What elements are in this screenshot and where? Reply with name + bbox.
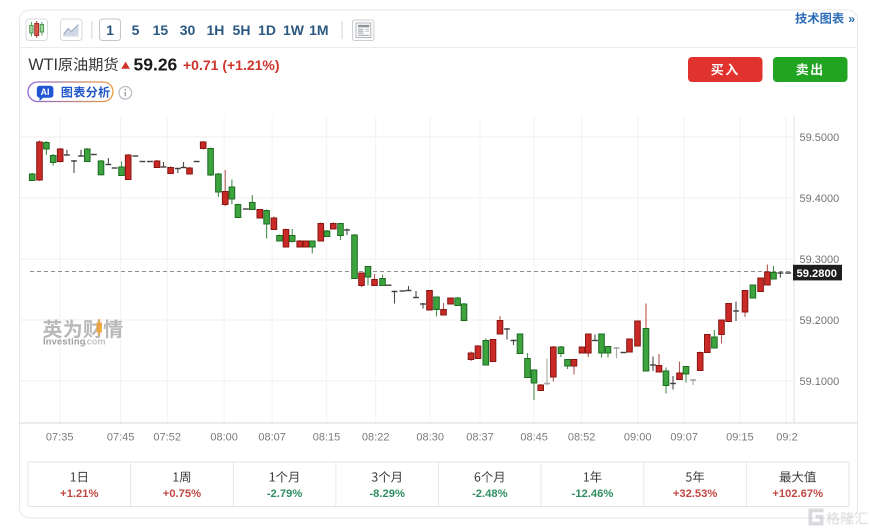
- svg-text:+1.21%: +1.21%: [60, 488, 98, 500]
- svg-text:-2.48%: -2.48%: [472, 488, 507, 500]
- svg-text:-8.29%: -8.29%: [369, 488, 404, 500]
- svg-text:07:52: 07:52: [153, 432, 181, 444]
- svg-text:59.2000: 59.2000: [800, 315, 840, 327]
- svg-text:08:22: 08:22: [362, 432, 390, 444]
- svg-text:59.26: 59.26: [134, 55, 178, 75]
- svg-text:08:52: 08:52: [568, 432, 596, 444]
- svg-text:+0.75%: +0.75%: [163, 488, 201, 500]
- svg-text:08:00: 08:00: [210, 432, 238, 444]
- svg-text:1M: 1M: [309, 22, 328, 38]
- svg-text:5H: 5H: [233, 22, 251, 38]
- svg-text:15: 15: [153, 22, 169, 38]
- svg-text:+0.71 (+1.21%): +0.71 (+1.21%): [183, 57, 280, 73]
- svg-text:1H: 1H: [206, 22, 224, 38]
- svg-text:09:00: 09:00: [624, 432, 652, 444]
- svg-text:07:45: 07:45: [107, 432, 135, 444]
- svg-text:08:07: 08:07: [258, 432, 286, 444]
- svg-text:1D: 1D: [258, 22, 276, 38]
- svg-text:1: 1: [106, 22, 114, 38]
- svg-text:1W: 1W: [283, 22, 305, 38]
- svg-text:08:15: 08:15: [313, 432, 341, 444]
- svg-text:WTI: WTI: [28, 56, 58, 74]
- svg-text:+102.67%: +102.67%: [772, 488, 823, 500]
- svg-text:Investing: Investing: [43, 337, 86, 347]
- svg-text:08:30: 08:30: [416, 432, 444, 444]
- svg-text:09:15: 09:15: [726, 432, 754, 444]
- svg-text:.com: .com: [84, 337, 106, 347]
- svg-text:09:2: 09:2: [776, 432, 797, 444]
- svg-text:-2.79%: -2.79%: [267, 488, 302, 500]
- svg-text:+32.53%: +32.53%: [673, 488, 718, 500]
- svg-text:59.5000: 59.5000: [800, 132, 840, 144]
- svg-text:59.2800: 59.2800: [797, 268, 837, 280]
- svg-text:09:07: 09:07: [670, 432, 698, 444]
- svg-text:08:37: 08:37: [466, 432, 494, 444]
- svg-text:59.1000: 59.1000: [800, 376, 840, 388]
- svg-text:59.4000: 59.4000: [800, 193, 840, 205]
- svg-text:08:45: 08:45: [520, 432, 548, 444]
- svg-text:59.3000: 59.3000: [800, 254, 840, 266]
- svg-text:30: 30: [180, 22, 196, 38]
- svg-text:07:35: 07:35: [46, 432, 74, 444]
- svg-text:»: »: [848, 12, 855, 26]
- svg-text:5: 5: [132, 22, 140, 38]
- svg-text:AI: AI: [41, 87, 50, 97]
- svg-text:-12.46%: -12.46%: [572, 488, 614, 500]
